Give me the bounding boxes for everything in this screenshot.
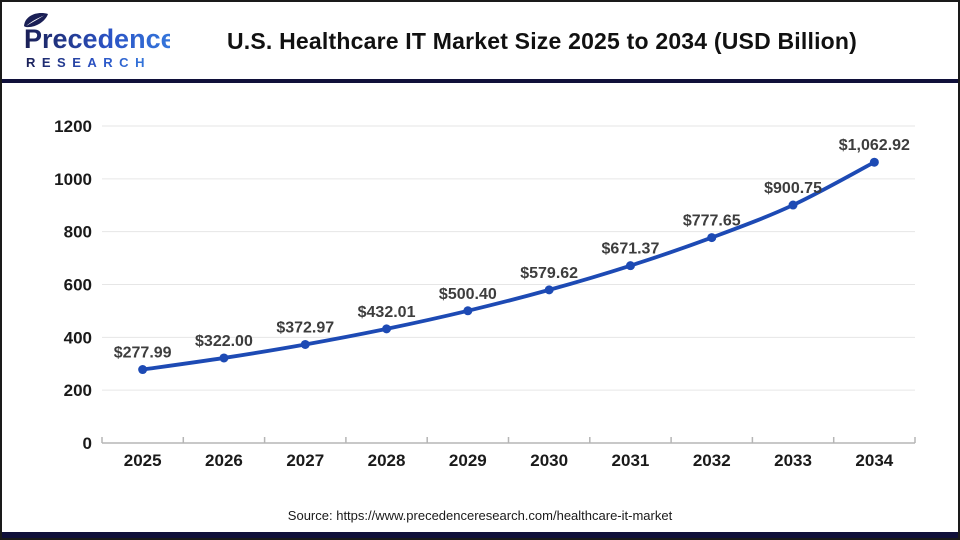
x-axis-tick-label: 2031: [612, 451, 650, 470]
x-axis-tick-label: 2032: [693, 451, 731, 470]
header: Precedence RESEARCH U.S. Healthcare IT M…: [2, 2, 958, 79]
data-point-label: $500.40: [439, 286, 497, 303]
chart-title: U.S. Healthcare IT Market Size 2025 to 2…: [226, 28, 858, 54]
data-point: [869, 157, 879, 167]
line-chart: 0 200 400 600 800 1000 1200 2025 2026 2027 2028 202…: [54, 117, 916, 470]
header-divider: [2, 79, 958, 83]
data-point: [788, 200, 798, 210]
y-axis-tick-label: 1200: [54, 117, 92, 136]
logo-brand-text: Precedence: [24, 24, 170, 54]
data-point-label: $900.75: [764, 180, 822, 197]
data-point-label: $372.97: [276, 319, 334, 336]
x-axis-tick-label: 2025: [124, 451, 162, 470]
x-axis-tick-label: 2030: [530, 451, 568, 470]
x-axis-tick-label: 2033: [774, 451, 812, 470]
logo-sub-text: RESEARCH: [26, 55, 151, 70]
y-axis-tick-label: 0: [83, 434, 92, 453]
data-point-label: $322.00: [195, 333, 253, 350]
x-axis-tick-label: 2029: [449, 451, 487, 470]
leaf-vein: [26, 15, 44, 26]
x-axis-tick-label: 2034: [855, 451, 893, 470]
data-point: [544, 285, 554, 295]
data-point: [300, 339, 310, 349]
data-point: [138, 365, 148, 375]
data-point: [382, 324, 392, 334]
data-point-label: $777.65: [683, 213, 741, 230]
x-axis-tick-label: 2028: [368, 451, 406, 470]
data-point-label: $579.62: [520, 265, 578, 282]
x-axis-tick-label: 2026: [205, 451, 243, 470]
data-point-label: $1,062.92: [839, 137, 910, 154]
data-point: [463, 306, 473, 316]
source-text: Source: https://www.precedenceresearch.c…: [287, 508, 673, 523]
data-point-label: $671.37: [602, 241, 660, 258]
y-axis-tick-label: 600: [64, 276, 92, 295]
precedence-research-logo: Precedence RESEARCH: [24, 13, 170, 70]
data-point: [219, 353, 229, 363]
data-point-label: $432.01: [358, 304, 416, 321]
series-line: [140, 160, 877, 372]
x-axis-tick-label: 2027: [286, 451, 324, 470]
data-point: [625, 261, 635, 271]
y-axis-tick-label: 800: [64, 223, 92, 242]
data-point: [707, 233, 717, 243]
y-axis-tick-label: 200: [64, 381, 92, 400]
y-axis-tick-label: 1000: [54, 170, 92, 189]
bottom-bar: [2, 532, 958, 538]
y-axis-tick-label: 400: [64, 328, 92, 347]
data-point-label: $277.99: [114, 345, 172, 362]
